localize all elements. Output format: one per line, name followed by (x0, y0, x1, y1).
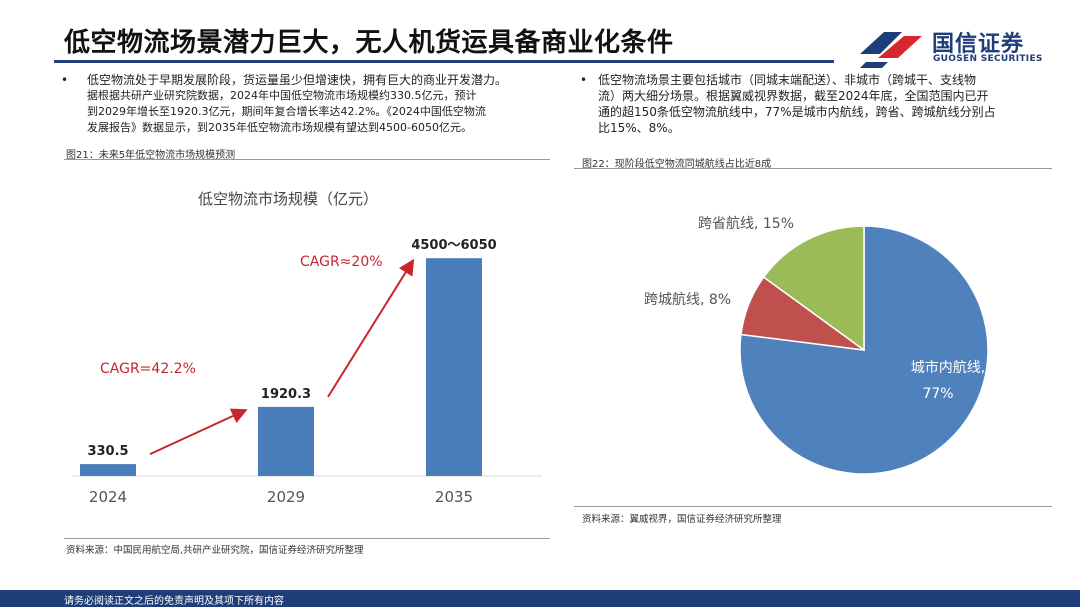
logo-mark-icon (860, 32, 922, 68)
left-line-1: 低空物流处于早期发展阶段，货运量虽少但增速快，拥有巨大的商业开发潜力。 (87, 73, 508, 87)
cagr-arrow (327, 258, 415, 398)
footer-bar: 请务必阅读正文之后的免责声明及其项下所有内容 (0, 590, 1080, 607)
page-title: 低空物流场景潜力巨大，无人机货运具备商业化条件 (64, 28, 674, 58)
x-tick-label: 2029 (267, 488, 305, 506)
left-line-4: 发展报告》数据显示，到2035年低空物流市场规模有望达到4500-6050亿元。 (87, 121, 472, 134)
right-caption-divider (574, 168, 1052, 169)
cagr-label: CAGR≈20% (300, 254, 383, 270)
route-share-pie-chart: 城市内航线, 77% 跨城航线, 8% 跨省航线, 15% (644, 216, 989, 475)
pie-label-city: 城市内航线, (911, 359, 985, 376)
left-source: 资料来源：中国民用航空局,共研产业研究院，国信证券经济研究所整理 (66, 545, 364, 556)
x-tick-label: 2035 (435, 488, 473, 506)
bar-chart-title: 低空物流市场规模（亿元） (198, 190, 378, 208)
right-figure-caption: 图22：现阶段低空物流同城航线占比近8成 (582, 159, 772, 170)
pie-value-city: 77% (922, 386, 953, 402)
title-divider (54, 60, 834, 63)
right-line-4: 比15%、8%。 (598, 121, 680, 135)
logo-en-text: GUOSEN SECURITIES (933, 54, 1043, 64)
pie-slice-跨省航线 (762, 225, 865, 352)
right-line-3: 通的超150条低空物流航线中，77%是城市内航线，跨省、跨城航线分别占 (598, 105, 996, 119)
cagr-label: CAGR=42.2% (100, 361, 196, 377)
market-size-bar-chart: 低空物流市场规模（亿元） 330.5 2024 1920.3 2029 4500～605… (72, 190, 542, 506)
bullet-icon: • (61, 73, 69, 87)
bar-2035 (426, 258, 482, 476)
right-line-1: 低空物流场景主要包括城市（同城末端配送）、非城市（跨城干、支线物 (598, 73, 977, 87)
footer-disclaimer: 请务必阅读正文之后的免责声明及其项下所有内容 (64, 596, 284, 607)
bullet-icon: • (580, 73, 588, 87)
left-bullet-paragraph: • 低空物流处于早期发展阶段，货运量虽少但增速快，拥有巨大的商业开发潜力。 据根… (61, 72, 557, 136)
right-source-divider (574, 506, 1052, 507)
cagr-arrow (149, 408, 248, 456)
bar-2029 (258, 406, 314, 476)
route-share-chart-panel: 城市内航线, 77% 跨城航线, 8% 跨省航线, 15% (574, 170, 1052, 506)
x-tick-label: 2024 (89, 488, 127, 506)
logo-cn-text: 国信证券 (932, 32, 1025, 57)
left-figure-caption: 图21：未来5年低空物流市场规模预测 (66, 150, 236, 161)
market-size-chart-panel: 低空物流市场规模（亿元） 330.5 2024 1920.3 2029 4500～605… (64, 162, 550, 532)
pie-label-interprovince: 跨省航线, 15% (698, 216, 794, 232)
pie-label-intercity: 跨城航线, 8% (644, 292, 731, 308)
company-logo: 国信证券 GUOSEN SECURITIES (858, 24, 1048, 68)
left-caption-divider (64, 159, 550, 160)
bar-value-label: 4500～6050 (411, 238, 496, 253)
left-line-3: 到2029年增长至1920.3亿元，期间年复合增长率达42.2%。《2024中国… (87, 105, 486, 118)
bar-value-label: 330.5 (87, 444, 128, 459)
right-bullet-paragraph: • 低空物流场景主要包括城市（同城末端配送）、非城市（跨城干、支线物 流）两大细… (580, 72, 1048, 136)
right-line-2: 流）两大细分场景。根据翼威视界数据，截至2024年底，全国范围内已开 (598, 89, 989, 103)
bar-2024 (80, 464, 136, 476)
bar-value-label: 1920.3 (261, 387, 311, 402)
left-source-divider (64, 538, 550, 539)
right-source: 资料来源：翼威视界，国信证券经济研究所整理 (582, 514, 782, 525)
left-line-2: 据根据共研产业研究院数据，2024年中国低空物流市场规模约330.5亿元，预计 (87, 89, 477, 102)
